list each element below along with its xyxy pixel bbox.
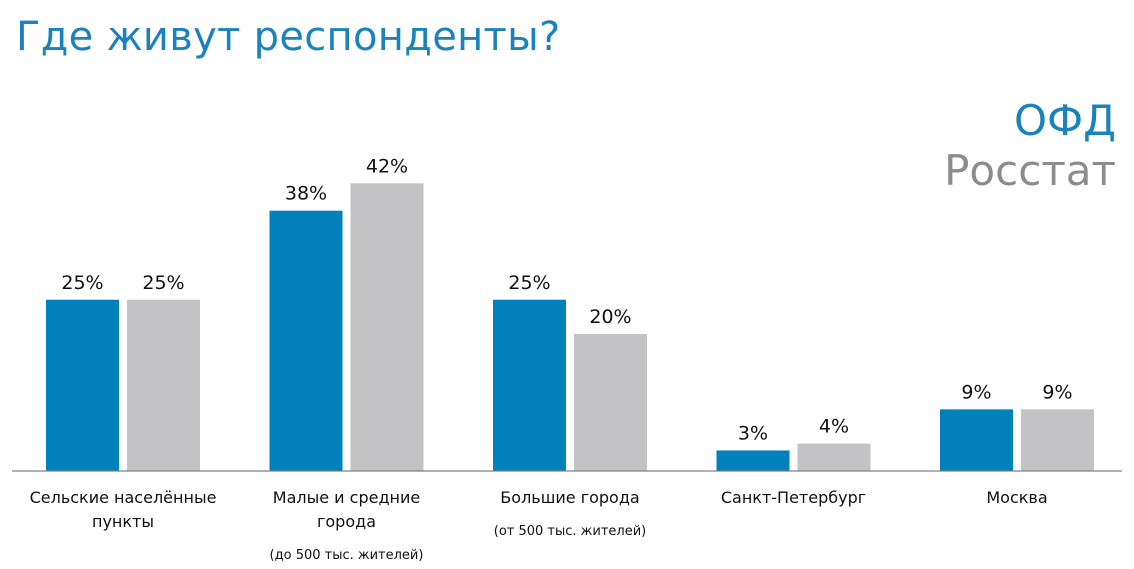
bar-rosstat-4 [1021, 409, 1094, 471]
bar-rosstat-3 [797, 443, 871, 471]
data-label: 42% [366, 155, 408, 177]
legend-entry-rosstat: Росстат [944, 146, 1116, 195]
bar-ofd-1 [269, 210, 343, 471]
data-label: 4% [819, 416, 849, 438]
page-title: Где живут респонденты? [16, 14, 561, 60]
bar-rosstat-1 [350, 183, 424, 472]
bar-ofd-0 [46, 299, 119, 471]
category-label: города [317, 512, 376, 531]
bar-ofd-2 [493, 299, 566, 471]
data-label: 20% [589, 306, 631, 328]
bar-ofd-4 [940, 409, 1013, 471]
category-label: Москва [986, 488, 1047, 507]
category-label: Санкт-Петербург [721, 488, 866, 507]
legend-entry-ofd: ОФД [1013, 96, 1116, 145]
bar-rosstat-0 [127, 299, 200, 471]
data-label: 25% [142, 272, 184, 294]
data-label: 3% [738, 422, 768, 444]
category-note: (до 500 тыс. жителей) [270, 548, 424, 563]
data-label: 25% [508, 272, 550, 294]
data-label: 9% [961, 381, 991, 403]
category-label: Большие города [500, 488, 639, 507]
data-label: 9% [1042, 381, 1072, 403]
data-label: 25% [61, 272, 103, 294]
category-label: пункты [92, 512, 154, 531]
category-note: (от 500 тыс. жителей) [494, 524, 646, 539]
data-label: 38% [285, 183, 327, 205]
bar-rosstat-2 [574, 334, 647, 471]
legend: ОФД Росстат [944, 96, 1116, 196]
category-label: Сельские населённые [30, 488, 217, 507]
bar-ofd-3 [716, 450, 790, 471]
category-label: Малые и средние [273, 488, 420, 507]
